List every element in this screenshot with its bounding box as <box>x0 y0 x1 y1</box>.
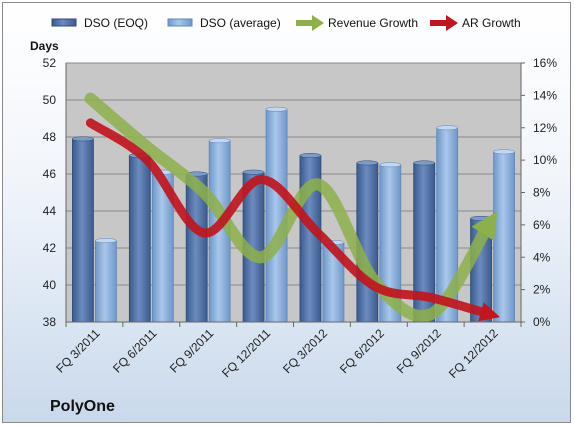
series-line-ar-growth <box>85 118 500 322</box>
y2-tick-label: 16% <box>533 56 557 70</box>
x-tick-label: FQ 12/2012 <box>446 326 501 381</box>
bar-top <box>299 153 322 158</box>
y-tick-label: 50 <box>43 93 57 107</box>
series-line-revenue-growth <box>84 92 498 323</box>
bar-top <box>242 169 265 175</box>
y2-tick-label: 4% <box>533 250 551 264</box>
x-tick-label: FQ 6/2011 <box>110 326 160 376</box>
bar-top <box>379 162 402 168</box>
y-tick-label: 38 <box>43 315 57 329</box>
x-tick-label: FQ 9/2011 <box>167 326 217 376</box>
y2-tick-label: 10% <box>533 153 557 167</box>
bar-dso-average <box>265 108 288 323</box>
legend-label: AR Growth <box>462 16 521 30</box>
y-tick-label: 44 <box>43 204 57 218</box>
x-tick-label: FQ 9/2012 <box>394 326 444 376</box>
y2-tick-label: 0% <box>533 315 551 329</box>
y2-tick-label: 12% <box>533 121 557 135</box>
bar-dso-eoq <box>72 138 94 323</box>
bar-top <box>72 136 94 142</box>
bar-top <box>265 106 288 112</box>
bar-top <box>436 125 458 131</box>
y-axis-title: Days <box>30 39 59 53</box>
company-name: PolyOne <box>50 398 115 415</box>
legend-label: Revenue Growth <box>328 16 418 30</box>
bar-top <box>413 160 435 166</box>
bar-dso-average <box>493 151 515 323</box>
y-tick-label: 42 <box>43 241 57 255</box>
y2-tick-label: 8% <box>533 186 551 200</box>
bar-top <box>356 160 379 166</box>
bar-dso-eoq <box>128 155 151 323</box>
x-tick-label: FQ 6/2012 <box>337 326 387 376</box>
legend-arrow-icon <box>446 15 458 31</box>
y-tick-label: 48 <box>43 130 57 144</box>
legend-label: DSO (average) <box>200 16 281 30</box>
y-tick-label: 46 <box>43 167 57 181</box>
y2-tick-label: 14% <box>533 88 557 102</box>
legend-swatch <box>51 18 77 27</box>
y2-tick-label: 6% <box>533 218 551 232</box>
bar-dso-average <box>95 240 117 323</box>
bar-top <box>95 238 117 244</box>
bar-top <box>493 149 515 155</box>
legend-label: DSO (EOQ) <box>84 16 148 30</box>
x-tick-label: FQ 3/2011 <box>53 326 103 376</box>
y-tick-label: 52 <box>43 56 57 70</box>
legend-swatch <box>167 18 193 27</box>
x-tick-label: FQ 12/2011 <box>219 326 273 380</box>
x-tick-label: FQ 3/2012 <box>280 326 330 376</box>
bar-top <box>208 138 231 144</box>
y-tick-label: 40 <box>43 278 57 292</box>
legend-arrow-icon <box>312 15 324 31</box>
y2-tick-label: 2% <box>533 283 551 297</box>
